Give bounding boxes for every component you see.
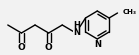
Text: CH₃: CH₃ [122, 9, 136, 15]
Text: O: O [18, 43, 25, 51]
Text: H: H [73, 21, 80, 29]
Text: O: O [45, 43, 53, 51]
Text: N: N [73, 28, 80, 37]
Text: N: N [94, 39, 101, 49]
